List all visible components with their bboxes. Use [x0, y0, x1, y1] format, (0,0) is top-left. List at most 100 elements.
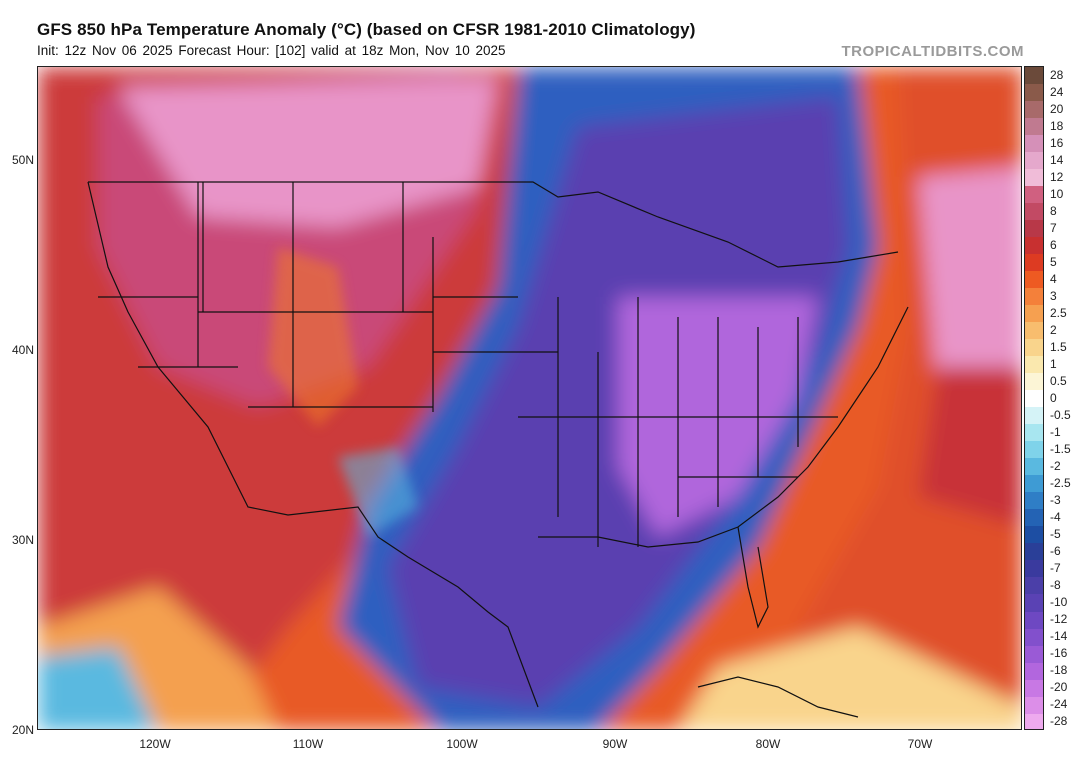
colorbar-swatch — [1025, 220, 1043, 238]
colorbar-swatch — [1025, 645, 1043, 663]
colorbar-label: -10 — [1050, 595, 1068, 610]
colorbar-swatch — [1025, 356, 1043, 374]
colorbar-swatch — [1025, 118, 1043, 136]
colorbar-swatch — [1025, 492, 1043, 510]
colorbar-swatch — [1025, 237, 1043, 255]
colorbar-label: -1.5 — [1050, 442, 1071, 457]
colorbar-label: 1.5 — [1050, 339, 1067, 354]
colorbar-label: -3 — [1050, 493, 1061, 508]
colorbar-swatch — [1025, 424, 1043, 442]
colorbar-label: -18 — [1050, 663, 1068, 678]
colorbar-swatch — [1025, 67, 1043, 85]
colorbar-swatch — [1025, 526, 1043, 544]
colorbar-label: -1 — [1050, 425, 1061, 440]
colorbar-label: -4 — [1050, 510, 1061, 525]
colorbar-label: 7 — [1050, 220, 1057, 235]
colorbar-label: 16 — [1050, 135, 1064, 150]
colorbar-swatch — [1025, 339, 1043, 357]
colorbar-label: 8 — [1050, 203, 1057, 218]
colorbar-swatch — [1025, 322, 1043, 340]
colorbar-swatch — [1025, 662, 1043, 680]
brand-watermark: TROPICALTIDBITS.COM — [841, 43, 1024, 60]
colorbar-label: 4 — [1050, 271, 1057, 286]
us-mexico-border — [87, 181, 539, 708]
colorbar-label: -8 — [1050, 578, 1061, 593]
colorbar-swatch — [1025, 577, 1043, 595]
cuba-outline — [697, 676, 859, 718]
florida-outline — [737, 526, 769, 629]
colorbar-swatch — [1025, 186, 1043, 204]
colorbar-label: 1 — [1050, 356, 1057, 371]
west-state-borders — [98, 182, 238, 368]
lat-label-30n: 30N — [11, 533, 34, 547]
colorbar-swatch — [1025, 407, 1043, 425]
lon-label-120w: 120W — [139, 737, 171, 751]
map-title: GFS 850 hPa Temperature Anomaly (°C) (ba… — [37, 20, 696, 39]
colorbar-swatch — [1025, 475, 1043, 493]
colorbar-swatch — [1025, 203, 1043, 221]
gulf-east-coast — [538, 306, 909, 548]
colorbar-label: 20 — [1050, 101, 1064, 116]
colorbar-label: -2.5 — [1050, 476, 1071, 491]
colorbar-swatch — [1025, 271, 1043, 289]
colorbar-swatch — [1025, 611, 1043, 629]
colorbar-label: -20 — [1050, 680, 1068, 695]
lon-label-110w: 110W — [292, 737, 324, 751]
colorbar-label: -12 — [1050, 612, 1068, 627]
colorbar-label: 10 — [1050, 186, 1064, 201]
colorbar-swatch — [1025, 509, 1043, 527]
colorbar-label: -2 — [1050, 459, 1061, 474]
lon-label-70w: 70W — [907, 737, 933, 751]
lat-label-20n: 20N — [11, 723, 34, 737]
colorbar-swatch — [1025, 458, 1043, 476]
colorbar-swatch — [1025, 373, 1043, 391]
colorbar-swatch — [1025, 543, 1043, 561]
colorbar-swatch — [1025, 101, 1043, 119]
colorbar-swatch — [1025, 254, 1043, 272]
colorbar-label: -0.5 — [1050, 408, 1071, 423]
map-subtitle: Init: 12z Nov 06 2025 Forecast Hour: [10… — [37, 43, 506, 58]
colorbar-swatch — [1025, 696, 1043, 714]
colorbar-label: -6 — [1050, 544, 1061, 559]
lon-label-100w: 100W — [446, 737, 478, 751]
colorbar-label: 6 — [1050, 237, 1057, 252]
colorbar-label: -16 — [1050, 646, 1068, 661]
lon-label-80w: 80W — [755, 737, 781, 751]
colorbar-label: -28 — [1050, 714, 1068, 729]
colorbar-label: 0 — [1050, 391, 1057, 405]
colorbar-swatch — [1025, 84, 1043, 102]
us-canada-border — [88, 181, 899, 268]
colorbar-swatch — [1025, 305, 1043, 323]
boundary-lines — [87, 181, 909, 718]
colorbar-swatch — [1025, 628, 1043, 646]
lat-label-40n: 40N — [11, 343, 34, 357]
colorbar-label: 18 — [1050, 118, 1064, 133]
rockies-orange-streak — [268, 247, 358, 427]
state-borders — [198, 182, 838, 547]
colorbar-label: -7 — [1050, 561, 1061, 576]
colorbar-label: -5 — [1050, 527, 1061, 542]
colorbar-label: 2.5 — [1050, 305, 1067, 320]
anomaly-field — [38, 67, 1021, 729]
colorbar-label: 3 — [1050, 288, 1057, 303]
colorbar-label: 2 — [1050, 322, 1057, 337]
colorbar-label: 5 — [1050, 254, 1057, 269]
colorbar-swatch — [1025, 152, 1043, 170]
colorbar-label: 28 — [1050, 67, 1064, 82]
colorbar-label: 0.5 — [1050, 373, 1067, 388]
colorbar — [1024, 66, 1044, 730]
colorbar-swatch — [1025, 560, 1043, 578]
colorbar-swatch — [1025, 679, 1043, 697]
colorbar-label: 24 — [1050, 84, 1064, 99]
lon-label-90w: 90W — [602, 737, 628, 751]
colorbar-swatch — [1025, 169, 1043, 187]
colorbar-label: -24 — [1050, 697, 1068, 712]
colorbar-swatch — [1025, 441, 1043, 459]
colorbar-label: -14 — [1050, 629, 1068, 644]
colorbar-label: 12 — [1050, 169, 1064, 184]
colorbar-label: 14 — [1050, 152, 1064, 167]
caribbean-mild-region — [679, 627, 1021, 729]
colorbar-swatch — [1025, 288, 1043, 306]
colorbar-swatch — [1025, 594, 1043, 612]
colorbar-swatch — [1025, 390, 1043, 408]
